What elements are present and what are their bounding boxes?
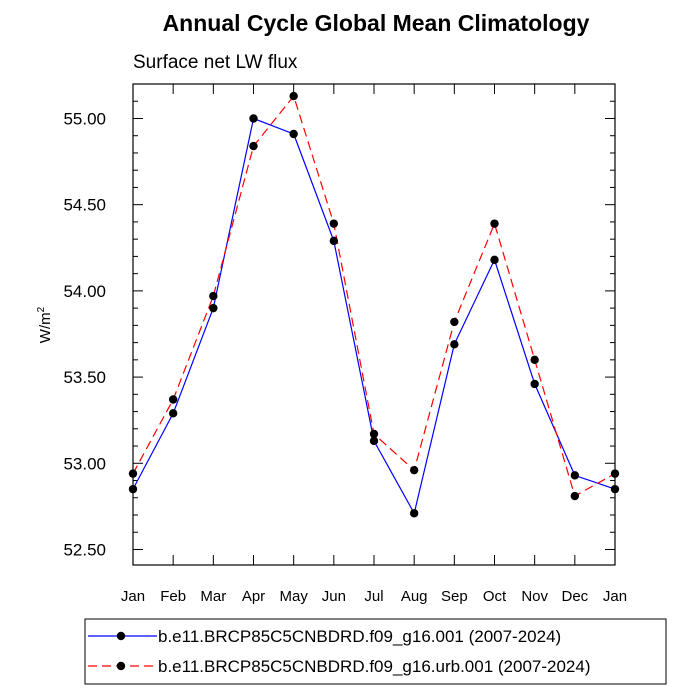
- x-tick-label: Mar: [200, 588, 226, 605]
- x-tick-label: Oct: [483, 588, 507, 605]
- x-tick-label: Jan: [121, 588, 145, 605]
- data-point-series-1: [490, 255, 499, 265]
- data-point-series-1: [329, 236, 339, 246]
- data-point-series-2: [570, 491, 580, 501]
- legend-label-series-1: b.e11.BRCP85C5CNBDRD.f09_g16.001 (2007-2…: [158, 627, 561, 646]
- data-point-series-2: [409, 465, 419, 475]
- legend-box: [84, 618, 667, 685]
- y-tick-label: 53.00: [63, 454, 106, 473]
- legend-marker-series-1: [116, 631, 126, 641]
- x-tick-label: May: [279, 588, 308, 605]
- y-axis-label: W/m2: [36, 306, 54, 343]
- data-point-series-2: [209, 291, 218, 301]
- legend-label-series-2: b.e11.BRCP85C5CNBDRD.f09_g16.urb.001 (20…: [158, 657, 591, 676]
- data-point-series-1: [570, 471, 580, 480]
- chart-title: Annual Cycle Global Mean Climatology: [163, 10, 590, 36]
- x-tick-label: Nov: [521, 588, 548, 605]
- x-tick-label: Apr: [242, 588, 265, 605]
- data-point-series-1: [209, 303, 218, 313]
- x-tick-label: Jun: [322, 588, 346, 605]
- y-tick-label: 52.50: [63, 540, 106, 559]
- x-tick-label: Dec: [561, 588, 588, 605]
- x-tick-label: Feb: [160, 588, 186, 605]
- y-axis-label-superscript: 2: [36, 306, 47, 312]
- data-point-series-2: [530, 355, 539, 365]
- data-point-series-1: [249, 114, 258, 123]
- y-axis-label-text: W/m: [37, 312, 54, 343]
- x-tick-label: Aug: [401, 588, 428, 605]
- data-point-series-1: [409, 509, 419, 518]
- chart-subtitle: Surface net LW flux: [133, 52, 298, 73]
- data-point-series-2: [289, 91, 298, 101]
- data-point-series-2: [450, 317, 459, 327]
- y-tick-label: 55.00: [63, 109, 106, 128]
- legend: b.e11.BRCP85C5CNBDRD.f09_g16.001 (2007-2…: [84, 618, 667, 685]
- x-tick-label: Jul: [364, 588, 383, 605]
- data-point-series-1: [450, 340, 459, 349]
- y-tick-label: 53.50: [63, 368, 106, 387]
- data-point-series-2: [490, 219, 499, 228]
- data-point-series-1: [289, 129, 298, 139]
- data-point-series-2: [369, 429, 379, 439]
- y-tick-label: 54.00: [63, 282, 106, 301]
- plot-frame: [132, 83, 616, 566]
- x-tick-label: Sep: [441, 588, 468, 605]
- y-tick-label: 54.50: [63, 196, 106, 215]
- data-point-series-2: [249, 141, 258, 151]
- legend-marker-series-2: [116, 661, 126, 671]
- x-tick-label: Jan: [603, 588, 627, 605]
- data-point-series-1: [369, 436, 379, 446]
- data-point-series-1: [168, 409, 178, 418]
- y-axis-ticks: 52.50 53.00 53.50 54.00 54.50 55.00: [63, 83, 615, 559]
- x-axis-ticks: Jan Feb Mar Apr May Jun Jul Aug Sep Oct Nov Dec Jan: [121, 84, 627, 605]
- data-point-series-1: [530, 379, 539, 389]
- data-point-series-2: [168, 395, 178, 404]
- data-point-series-2: [329, 219, 339, 228]
- series-layer: [128, 91, 620, 518]
